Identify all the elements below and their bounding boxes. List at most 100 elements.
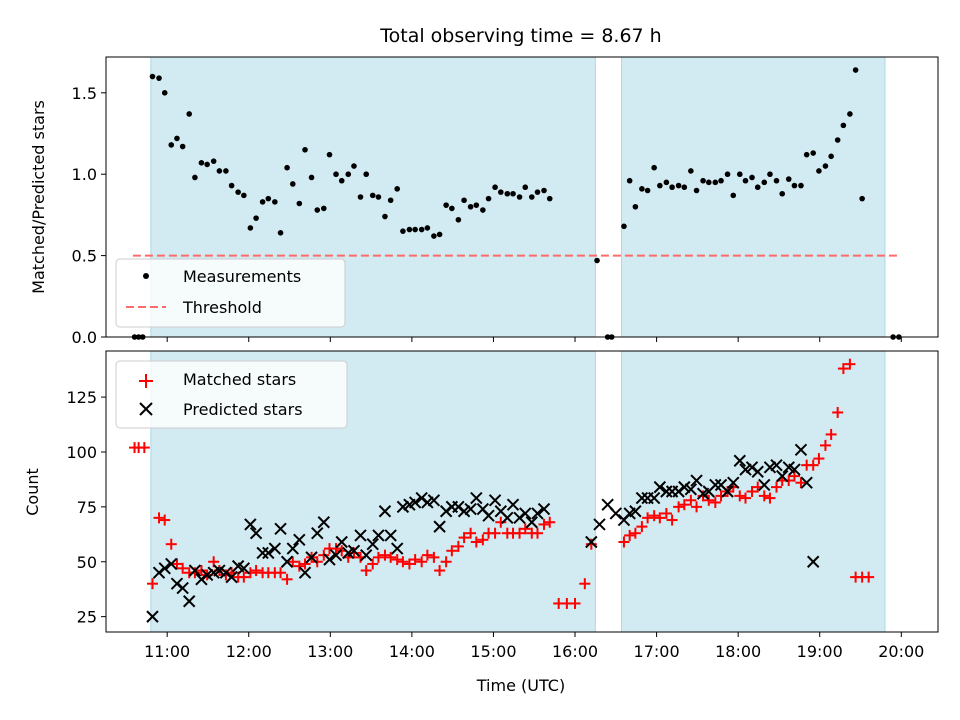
measurement-point bbox=[161, 90, 168, 96]
measurement-point bbox=[400, 228, 406, 234]
measurement-point bbox=[156, 75, 162, 81]
matched-star-point bbox=[458, 532, 470, 544]
measurement-point bbox=[241, 192, 247, 199]
measurement-point bbox=[485, 195, 492, 202]
predicted-star-point bbox=[609, 507, 623, 520]
measurement-point bbox=[693, 187, 700, 194]
bottom-x-tick-label: 12:00 bbox=[226, 642, 272, 661]
predicted-star-point bbox=[770, 458, 783, 472]
measurement-point bbox=[253, 215, 259, 221]
predicted-star-point bbox=[464, 502, 477, 516]
measurement-point bbox=[644, 187, 651, 194]
measurement-point bbox=[320, 205, 327, 212]
top-y-axis: 0.0 0.5 1.0 1.5 bbox=[72, 84, 106, 347]
top-y-axis-label: Matched/Predicted stars bbox=[29, 100, 48, 294]
matched-star-point bbox=[287, 556, 299, 568]
predicted-star-point bbox=[372, 529, 385, 542]
matched-star-point bbox=[654, 512, 666, 524]
predicted-star-point bbox=[593, 518, 606, 531]
predicted-star-point bbox=[158, 562, 171, 575]
matched-star-point bbox=[863, 571, 875, 583]
matched-star-point bbox=[685, 494, 697, 506]
matched-star-point bbox=[624, 529, 636, 541]
bottom-x-tick-label: 20:00 bbox=[878, 642, 924, 661]
measurement-point bbox=[394, 186, 401, 192]
measurement-point bbox=[296, 200, 303, 207]
matched-star-point bbox=[819, 439, 831, 451]
measurement-point bbox=[534, 189, 541, 195]
predicted-star-point bbox=[274, 522, 287, 536]
measurement-point bbox=[412, 226, 418, 233]
matched-star-point bbox=[495, 516, 507, 528]
matched-star-point bbox=[813, 453, 825, 465]
matched-star-point bbox=[648, 510, 660, 522]
measurement-point bbox=[228, 182, 235, 189]
matched-star-point bbox=[470, 536, 482, 548]
bottom-x-tick-label: 15:00 bbox=[470, 642, 516, 661]
matched-star-point bbox=[579, 578, 591, 590]
predicted-star-point bbox=[359, 548, 373, 562]
measurement-point bbox=[541, 187, 547, 194]
predicted-star-point bbox=[727, 476, 740, 489]
predicted-star-point bbox=[721, 485, 734, 498]
measurement-point bbox=[265, 195, 272, 202]
matched-star-point bbox=[153, 512, 165, 524]
matched-star-point bbox=[452, 540, 464, 552]
matched-star-point bbox=[832, 406, 844, 418]
measurement-point bbox=[852, 67, 859, 73]
bottom-panel: 25 50 75 100 125 11:00 12:00 13:00 14:00 15:00 16… bbox=[23, 350, 939, 695]
bottom-x-tick-label: 17:00 bbox=[634, 642, 680, 661]
matched-star-point bbox=[281, 573, 293, 585]
bottom-x-tick-label: 18:00 bbox=[715, 642, 761, 661]
matched-star-point bbox=[703, 494, 715, 506]
top-shaded-interval bbox=[621, 56, 886, 338]
measurement-point bbox=[705, 179, 712, 186]
bottom-y-tick-label: 100 bbox=[66, 443, 97, 462]
matched-star-point bbox=[514, 527, 526, 539]
measurement-point bbox=[168, 142, 175, 148]
measurement-point bbox=[455, 216, 462, 223]
matched-star-point bbox=[636, 521, 648, 533]
bottom-y-tick-label: 75 bbox=[77, 498, 97, 517]
matched-star-point bbox=[372, 551, 384, 563]
measurement-point bbox=[418, 226, 425, 233]
predicted-star-point bbox=[366, 537, 379, 551]
measurement-point bbox=[803, 151, 810, 158]
predicted-star-point bbox=[470, 491, 483, 505]
matched-star-point bbox=[250, 565, 262, 577]
matched-star-point bbox=[519, 523, 531, 535]
measurement-point bbox=[277, 230, 284, 236]
top-y-tick-label: 1.0 bbox=[72, 165, 97, 184]
measurement-point bbox=[326, 151, 333, 158]
matched-star-point bbox=[489, 527, 501, 539]
matched-star-point bbox=[330, 543, 342, 555]
bottom-y-tick-label: 125 bbox=[66, 388, 97, 407]
matched-star-point bbox=[709, 496, 721, 508]
measurement-point bbox=[822, 163, 829, 169]
matched-star-point bbox=[844, 358, 856, 370]
measurement-point bbox=[223, 168, 229, 174]
bottom-x-axis-label: Time (UTC) bbox=[476, 676, 565, 695]
predicted-star-point bbox=[775, 469, 789, 483]
matched-star-point bbox=[825, 428, 837, 440]
matched-star-point bbox=[746, 486, 758, 497]
predicted-star-point bbox=[647, 491, 661, 505]
matched-star-point bbox=[385, 551, 397, 563]
measurement-point bbox=[369, 192, 376, 199]
matched-star-point bbox=[734, 490, 746, 502]
measurement-point bbox=[724, 171, 731, 178]
matched-star-point bbox=[666, 514, 678, 526]
predicted-star-point bbox=[537, 502, 551, 516]
measurement-point bbox=[497, 189, 504, 195]
measurement-point bbox=[149, 73, 156, 80]
matched-star-point bbox=[403, 558, 415, 570]
measurement-point bbox=[436, 231, 443, 238]
predicted-star-point bbox=[585, 535, 598, 549]
measurement-point bbox=[216, 168, 223, 174]
bottom-x-tick-label: 16:00 bbox=[552, 642, 598, 661]
top-legend: Measurements Threshold bbox=[115, 258, 346, 328]
measurement-point bbox=[272, 199, 278, 205]
legend-predicted-label: Predicted stars bbox=[183, 400, 303, 419]
bottom-y-axis-label: Count bbox=[23, 468, 42, 516]
measurement-point bbox=[621, 223, 627, 230]
